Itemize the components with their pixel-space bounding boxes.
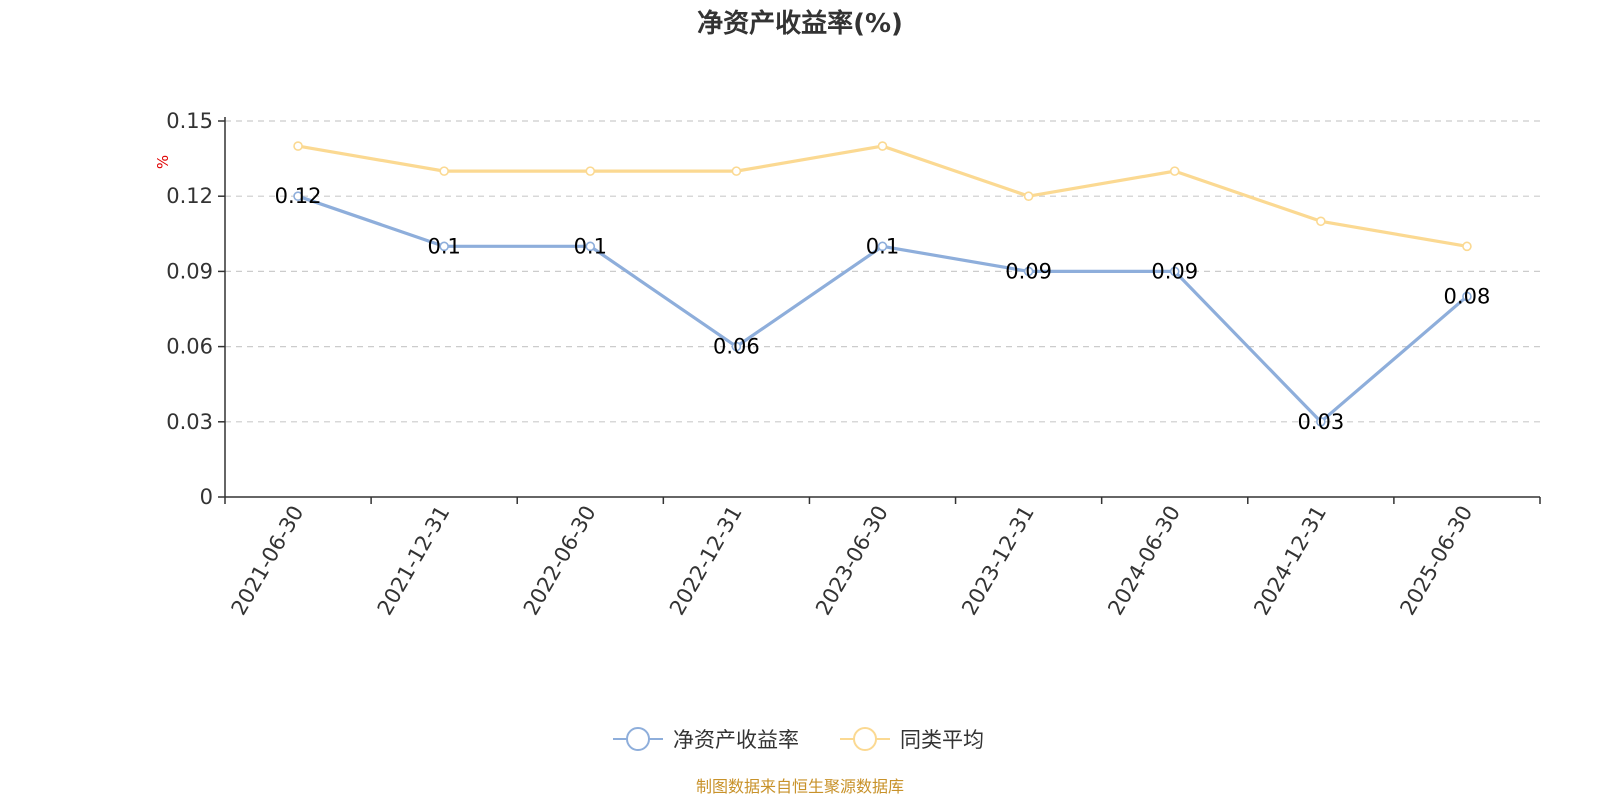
y-tick-label: 0.09 bbox=[166, 259, 213, 283]
series-line-1 bbox=[297, 144, 1468, 248]
x-tick-label: 2024-06-30 bbox=[1103, 502, 1185, 620]
legend-marker-icon bbox=[626, 727, 650, 751]
x-tick-label: 2021-12-31 bbox=[373, 502, 455, 620]
series-point bbox=[585, 166, 596, 176]
series-point bbox=[877, 141, 888, 151]
data-label: 0.1 bbox=[866, 234, 899, 258]
legend-marker-icon bbox=[853, 727, 877, 751]
y-tick-label: 0 bbox=[200, 485, 213, 509]
x-tick-label: 2025-06-30 bbox=[1395, 502, 1477, 620]
legend-label: 净资产收益率 bbox=[673, 728, 799, 752]
y-tick-label: 0.12 bbox=[166, 184, 213, 208]
series-point bbox=[439, 166, 449, 176]
data-label: 0.1 bbox=[427, 234, 460, 258]
data-label: 0.12 bbox=[275, 184, 322, 208]
data-label: 0.1 bbox=[574, 234, 607, 258]
series-point bbox=[585, 241, 596, 252]
y-tick-label: 0.03 bbox=[166, 410, 213, 434]
x-tick-label: 2023-06-30 bbox=[811, 502, 893, 620]
x-tick-label: 2021-06-30 bbox=[227, 502, 309, 620]
legend-label: 同类平均 bbox=[900, 728, 984, 752]
series-point bbox=[293, 141, 303, 151]
chart-title: 净资产收益率(%) bbox=[697, 8, 903, 39]
x-tick-label: 2023-12-31 bbox=[957, 502, 1039, 620]
series-point bbox=[1316, 416, 1326, 427]
y-axis-unit: % bbox=[154, 155, 172, 169]
y-tick-label: 0.15 bbox=[166, 109, 213, 133]
series-point bbox=[1462, 241, 1472, 252]
data-labels: 0.12 0.1 0.1 0.06 0.1 0.09 0.09 0.03 0.08 bbox=[275, 184, 1491, 434]
series-point bbox=[293, 191, 303, 201]
data-label: 0.06 bbox=[713, 335, 760, 359]
series-point bbox=[1169, 266, 1180, 277]
series-point bbox=[1316, 216, 1326, 227]
axes: 0 0.03 0.06 0.09 0.12 0.15 2021-06-30 2021-12-3… bbox=[166, 109, 1541, 620]
data-label: 0.03 bbox=[1297, 410, 1344, 434]
series-line-0 bbox=[297, 194, 1468, 424]
source-note: 制图数据来自恒生聚源数据库 bbox=[696, 777, 904, 796]
series-point bbox=[731, 341, 742, 352]
data-label: 0.08 bbox=[1444, 284, 1491, 308]
series-point bbox=[1023, 266, 1034, 277]
legend-item-0[interactable]: 净资产收益率 bbox=[613, 727, 799, 752]
x-tick-label: 2022-06-30 bbox=[519, 502, 601, 620]
series-point bbox=[1462, 291, 1472, 302]
legend[interactable]: 净资产收益率 同类平均 bbox=[613, 727, 984, 752]
data-label: 0.09 bbox=[1005, 259, 1052, 283]
y-tick-label: 0.06 bbox=[166, 335, 213, 359]
series-point bbox=[1023, 191, 1034, 201]
legend-item-1[interactable]: 同类平均 bbox=[840, 727, 984, 752]
series-point bbox=[731, 166, 742, 176]
data-label: 0.09 bbox=[1151, 259, 1198, 283]
x-tick-label: 2024-12-31 bbox=[1249, 502, 1331, 620]
x-tick-label: 2022-12-31 bbox=[665, 502, 747, 620]
series-point bbox=[877, 241, 888, 252]
series-point bbox=[439, 241, 449, 252]
series-point bbox=[1169, 166, 1180, 176]
series-lines bbox=[293, 141, 1472, 427]
